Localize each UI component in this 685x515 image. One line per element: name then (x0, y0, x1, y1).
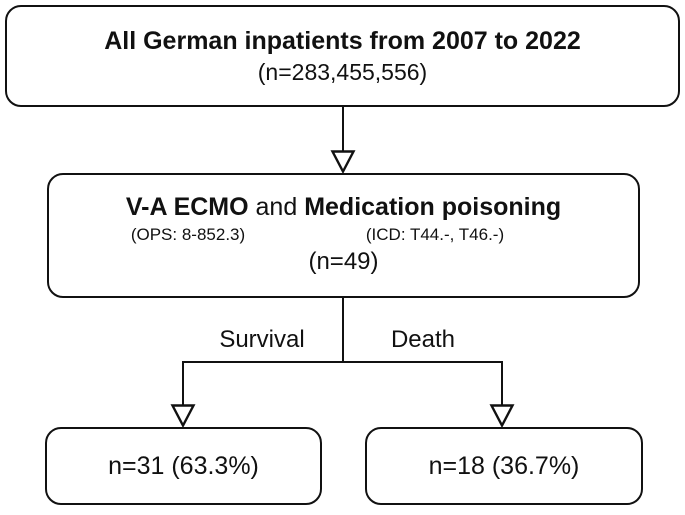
branch-split-line (182, 361, 503, 363)
codes-row: (OPS: 8-852.3) (ICD: T44.-, T46.-) (49, 223, 638, 247)
all-inpatients-title: All German inpatients from 2007 to 2022 (104, 27, 581, 55)
title-and: and (248, 192, 305, 221)
branch-label-death: Death (390, 326, 456, 353)
title-medication-poisoning: Medication poisoning (304, 192, 562, 221)
connector-split-to-survival (182, 361, 184, 406)
survival-count: n=31 (63.3%) (108, 451, 259, 480)
box-death-outcome: n=18 (36.7%) (365, 427, 643, 505)
icd-code: (ICD: T44.-, T46.-) (365, 224, 505, 244)
box-survival-outcome: n=31 (63.3%) (45, 427, 322, 505)
arrow-down-icon (170, 404, 196, 427)
death-count: n=18 (36.7%) (428, 451, 580, 480)
box-ecmo-medication-poisoning: V-A ECMO and Medication poisoning (OPS: … (47, 173, 640, 298)
arrow-down-icon (489, 404, 515, 427)
title-va-ecmo: V-A ECMO (125, 192, 249, 221)
connector-top-to-middle (342, 105, 344, 152)
ecmo-poisoning-count: (n=49) (308, 247, 379, 275)
ecmo-poisoning-title: V-A ECMO and Medication poisoning (126, 191, 561, 223)
arrow-down-icon (330, 150, 356, 173)
box-all-inpatients: All German inpatients from 2007 to 2022 … (5, 5, 680, 107)
all-inpatients-count: (n=283,455,556) (257, 59, 428, 85)
branch-label-survival: Survival (219, 326, 305, 353)
connector-middle-to-split (342, 296, 344, 363)
connector-split-to-death (501, 361, 503, 406)
ops-code: (OPS: 8-852.3) (130, 224, 246, 244)
